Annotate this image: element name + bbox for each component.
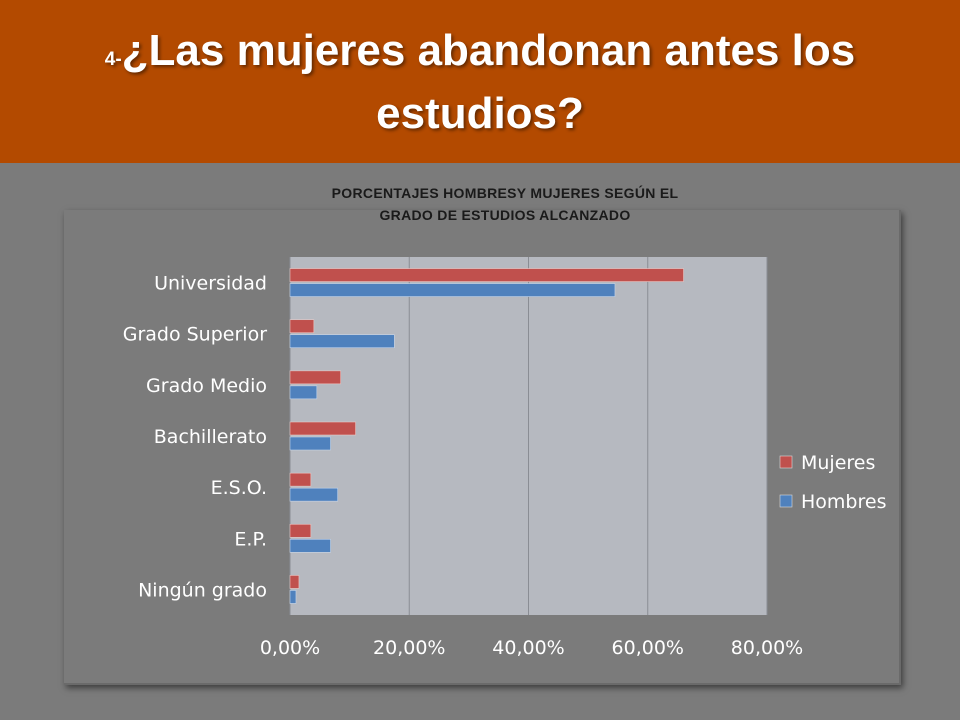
bar-hombres bbox=[289, 538, 331, 553]
slide-title-line1: ¿Las mujeres abandonan antes los bbox=[121, 26, 856, 75]
legend-swatch-hombres bbox=[779, 494, 793, 508]
category-label: Grado Medio bbox=[146, 375, 267, 397]
category-label: Bachillerato bbox=[154, 426, 267, 448]
chart-title: PORCENTAJES HOMBRESY MUJERES SEGÚN EL GR… bbox=[250, 182, 760, 226]
category-label: E.P. bbox=[234, 528, 267, 550]
legend-label-hombres: Hombres bbox=[801, 491, 886, 513]
bar-hombres bbox=[289, 436, 331, 451]
category-label: Grado Superior bbox=[123, 324, 267, 346]
chart-title-line2: GRADO DE ESTUDIOS ALCANZADO bbox=[379, 207, 631, 223]
bar-hombres bbox=[289, 385, 318, 400]
bar-hombres bbox=[289, 487, 339, 502]
category-label: Universidad bbox=[154, 273, 267, 295]
slide-title-line2: estudios? bbox=[376, 89, 584, 138]
bar-mujeres bbox=[289, 523, 312, 538]
legend-swatch-mujeres bbox=[779, 455, 793, 469]
x-tick-label: 40,00% bbox=[492, 637, 564, 659]
x-tick-label: 20,00% bbox=[373, 637, 445, 659]
bar-mujeres bbox=[289, 319, 315, 334]
bar-mujeres bbox=[289, 421, 356, 436]
bar-mujeres bbox=[289, 472, 312, 487]
bar-hombres bbox=[289, 283, 616, 297]
slide-title: 4-¿Las mujeres abandonan antes los estud… bbox=[0, 24, 960, 141]
chart-title-line1: PORCENTAJES HOMBRESY MUJERES SEGÚN EL bbox=[331, 185, 679, 201]
x-tick-label: 60,00% bbox=[612, 637, 684, 659]
category-label: E.S.O. bbox=[211, 477, 267, 499]
bar-mujeres bbox=[289, 575, 300, 589]
bar-hombres bbox=[289, 590, 297, 604]
category-label: Ningún grado bbox=[138, 579, 267, 601]
bar-mujeres bbox=[289, 370, 341, 385]
slide-title-prefix: 4- bbox=[104, 49, 122, 70]
legend-label-mujeres: Mujeres bbox=[801, 452, 875, 474]
bar-hombres bbox=[289, 334, 395, 349]
bar-mujeres bbox=[289, 268, 684, 282]
title-banner bbox=[0, 0, 960, 163]
x-tick-label: 80,00% bbox=[731, 637, 803, 659]
x-tick-label: 0,00% bbox=[260, 637, 320, 659]
